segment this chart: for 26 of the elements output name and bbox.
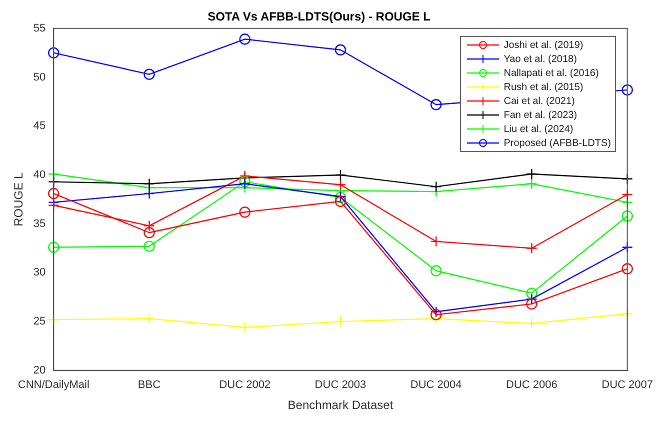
chart-title: SOTA Vs AFBB-LDTS(Ours) - ROUGE L: [208, 10, 430, 24]
legend-label: Proposed (AFBB-LDTS): [504, 138, 611, 148]
x-axis-title: Benchmark Dataset: [288, 398, 394, 412]
y-tick-label: 45: [33, 120, 46, 132]
y-tick-label: 50: [33, 71, 46, 84]
y-tick-label: 20: [33, 364, 46, 376]
legend-label: Yao et al. (2018): [504, 54, 577, 64]
x-tick-label: CNN/DailyMail: [18, 379, 90, 392]
y-tick-label: 40: [33, 169, 46, 182]
x-tick-label: BBC: [138, 379, 161, 392]
y-axis-title: ROUGE L: [12, 172, 26, 226]
legend-label: Joshi et al. (2019): [504, 40, 584, 50]
y-tick-label: 35: [33, 218, 46, 230]
x-tick-label: DUC 2002: [219, 379, 271, 392]
x-tick-label: DUC 2003: [314, 379, 366, 392]
legend-label: Rush et al. (2015): [504, 82, 584, 92]
legend-label: Nallapati et al. (2016): [504, 68, 599, 78]
legend-label: Liu et al. (2024): [504, 124, 574, 134]
x-tick-label: DUC 2004: [410, 379, 462, 392]
legend-label: Cai et al. (2021): [504, 96, 575, 106]
legend-label: Fan et al. (2023): [504, 110, 578, 120]
y-tick-label: 55: [33, 22, 46, 34]
x-tick-label: DUC 2006: [506, 379, 558, 392]
y-tick-label: 30: [33, 266, 46, 279]
y-tick-label: 25: [33, 316, 46, 328]
x-tick-label: DUC 2007: [602, 379, 653, 392]
